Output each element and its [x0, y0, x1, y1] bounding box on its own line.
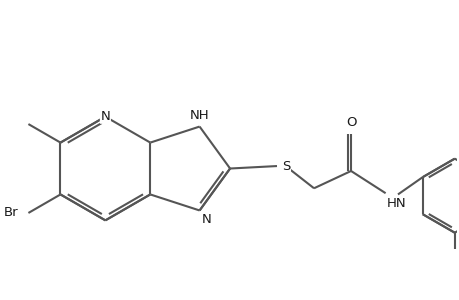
- Text: N: N: [202, 213, 211, 226]
- Text: O: O: [345, 116, 356, 129]
- Text: HN: HN: [386, 197, 406, 210]
- Text: Br: Br: [4, 206, 18, 220]
- Text: NH: NH: [190, 109, 209, 122]
- Text: S: S: [281, 160, 290, 172]
- Text: N: N: [101, 110, 110, 123]
